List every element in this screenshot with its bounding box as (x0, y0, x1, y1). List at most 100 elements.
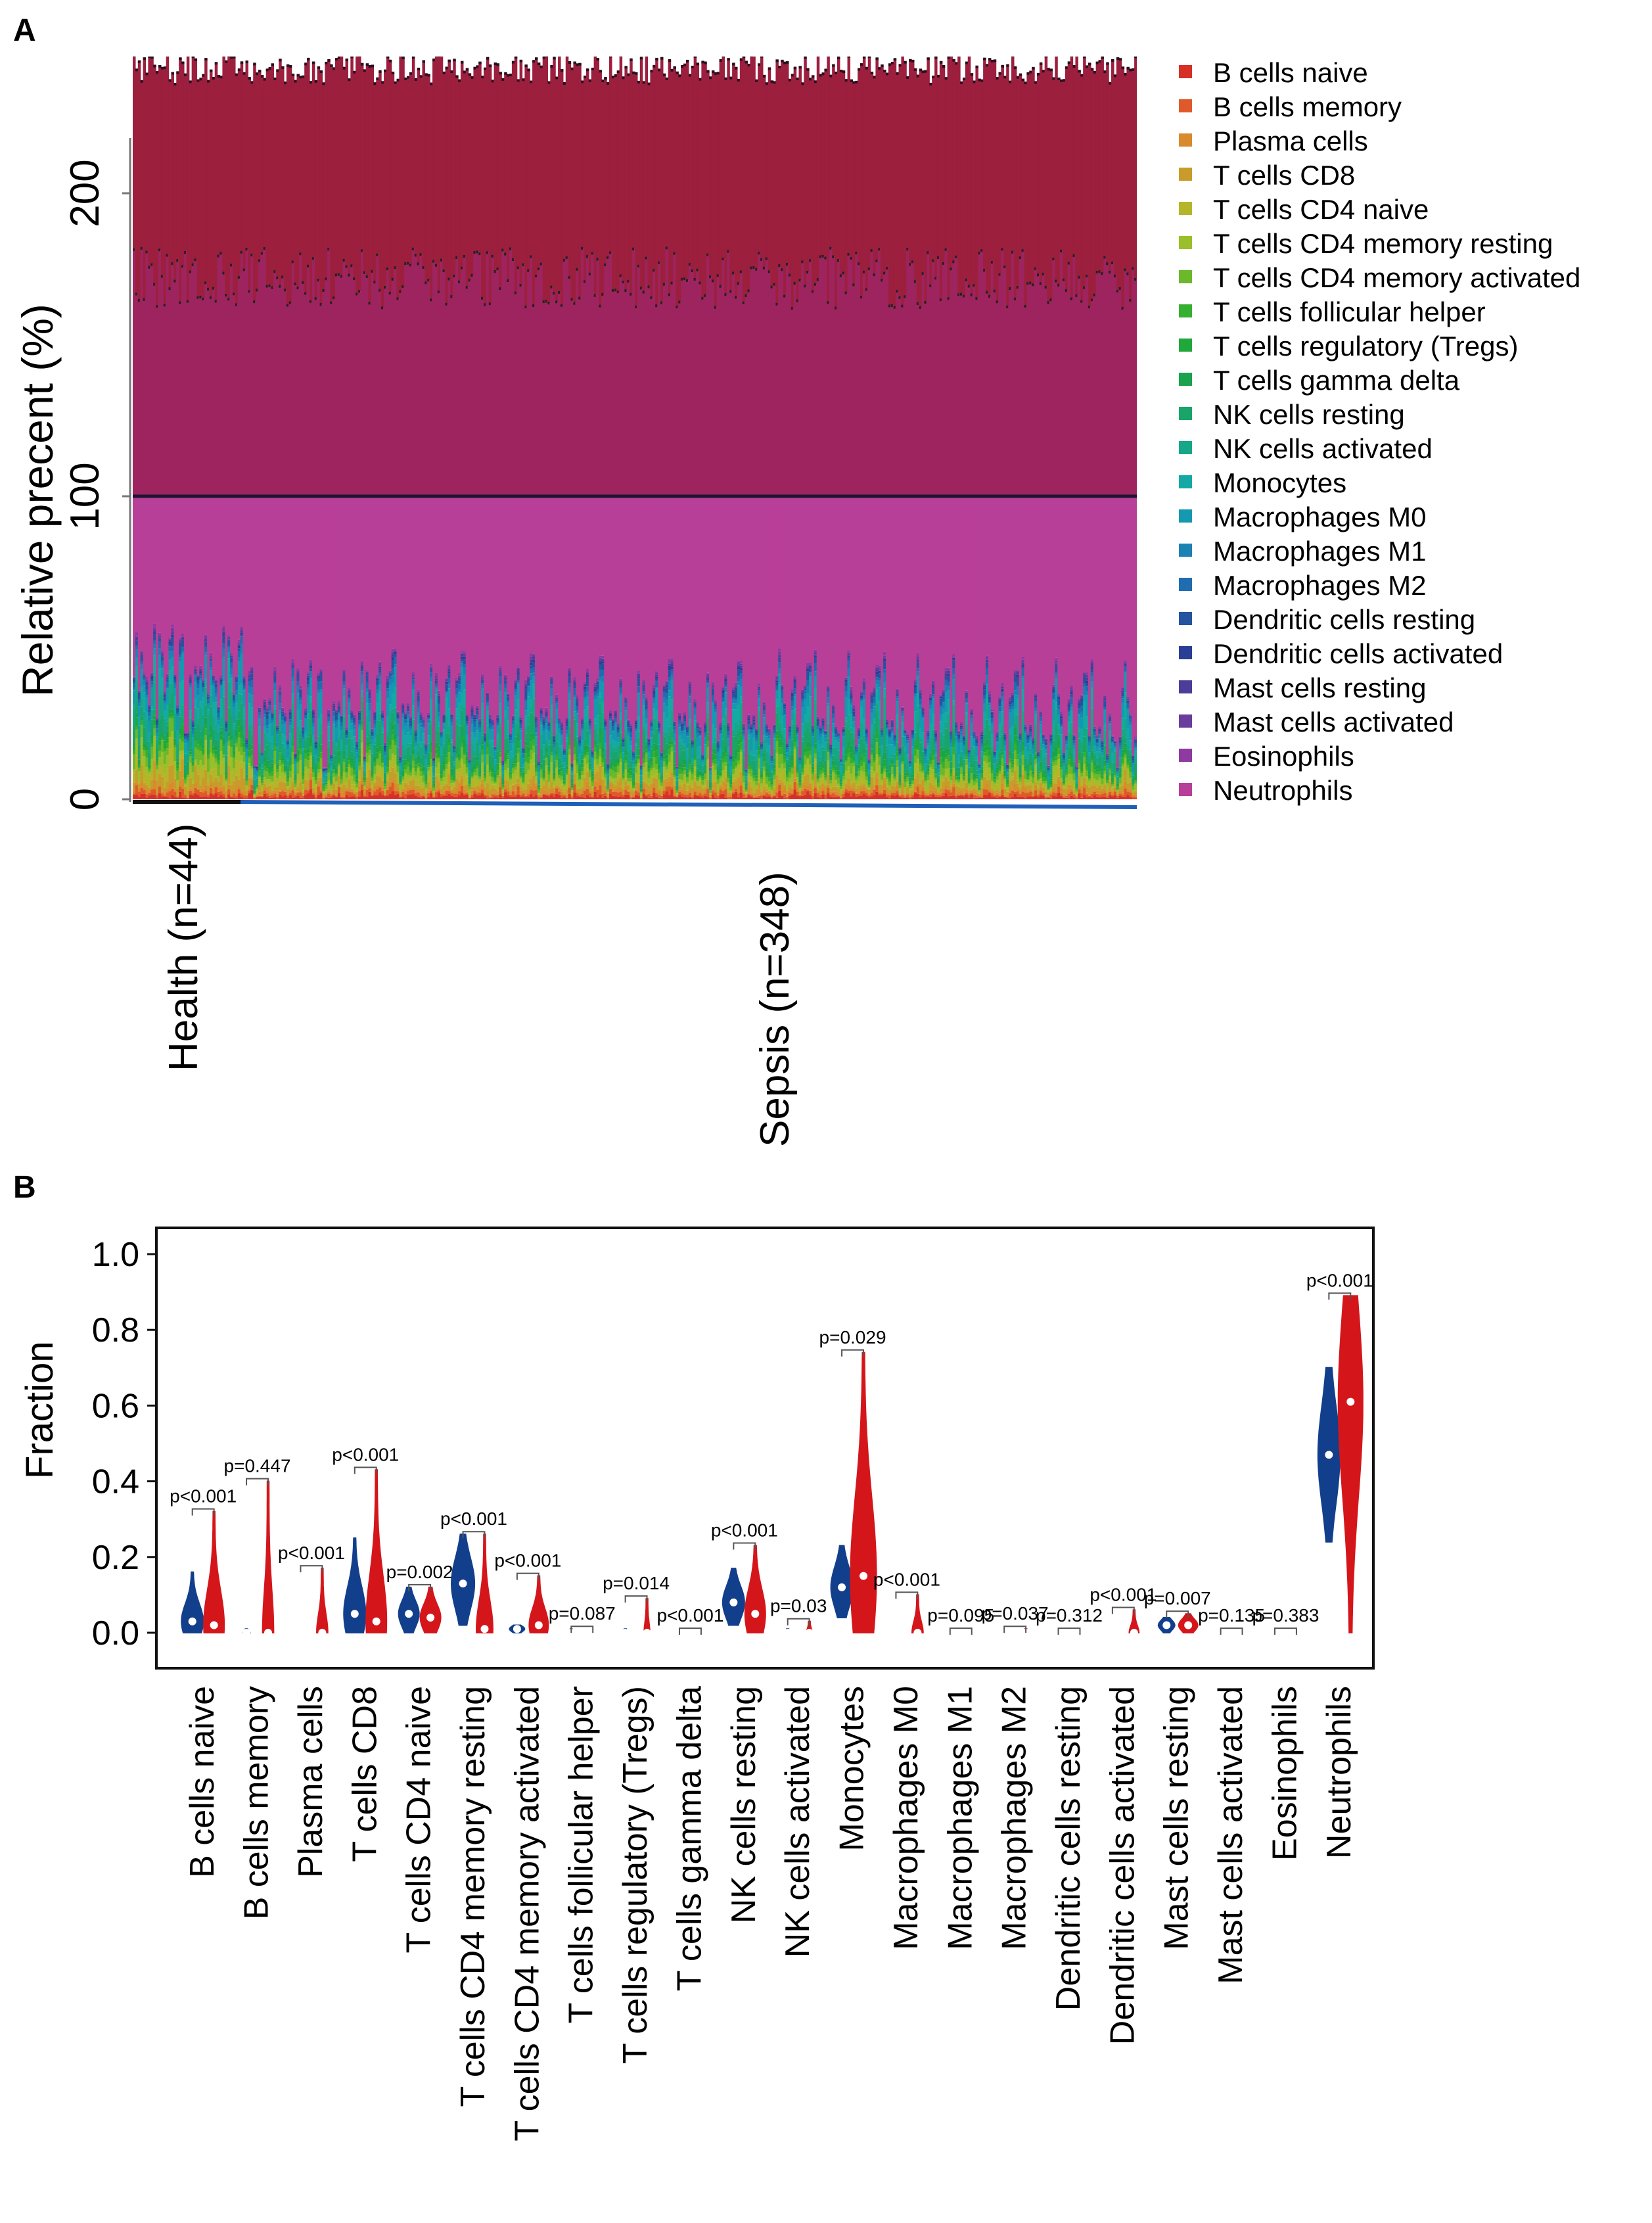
bar-segment (195, 732, 197, 735)
bar-segment (499, 776, 501, 782)
bar-segment (202, 682, 204, 683)
bar-segment (302, 776, 304, 780)
bar-segment (369, 747, 371, 750)
bar-segment (447, 794, 450, 799)
bar-segment (166, 743, 169, 748)
bar-segment (561, 791, 563, 795)
bar-segment (264, 750, 266, 757)
bar-segment (212, 684, 215, 686)
bar-segment-top (424, 74, 427, 283)
bar-segment (281, 711, 284, 713)
bar-segment (264, 780, 266, 783)
bar-segment (563, 793, 566, 795)
bar-segment (233, 781, 235, 790)
bar-segment (225, 775, 227, 778)
bar-segment (481, 789, 484, 793)
bar-segment (356, 784, 358, 787)
bar-segment (371, 736, 374, 739)
bar-segment (586, 672, 589, 675)
bar-segment (396, 713, 399, 714)
bar-segment (458, 753, 461, 757)
bar-segment (509, 775, 512, 778)
bar-segment (218, 782, 220, 787)
bar-segment (161, 655, 164, 657)
bar-segment (315, 771, 317, 774)
bar-segment (486, 783, 489, 791)
bar-segment (343, 772, 346, 782)
bar-cap (389, 60, 392, 62)
bar-segment (440, 731, 443, 732)
bar-segment (192, 719, 195, 720)
bar-segment-upper (527, 271, 530, 496)
sample-bar (133, 55, 135, 799)
bar-segment (369, 688, 371, 690)
bar-segment (601, 661, 604, 664)
bar-segment (273, 746, 276, 751)
bar-segment (335, 750, 338, 768)
bar-segment (404, 790, 407, 794)
bar-segment (333, 755, 335, 764)
bar-cap (204, 58, 207, 60)
bar-segment (210, 696, 212, 707)
bar-segment (292, 783, 294, 789)
bar-segment (145, 797, 148, 799)
bar-segment (246, 780, 248, 781)
bar-segment (158, 655, 161, 668)
bar-segment (233, 707, 235, 723)
bar-segment (561, 722, 563, 724)
bar-segment (145, 745, 148, 748)
bar-segment (543, 781, 545, 784)
bar-segment-upper (515, 293, 517, 496)
bar-segment-upper (243, 269, 246, 496)
bar-segment (256, 793, 258, 795)
bar-segment (235, 715, 238, 720)
bar-segment (558, 791, 561, 795)
bar-segment (141, 721, 143, 725)
bar-segment (363, 758, 366, 759)
bar-segment (469, 770, 471, 772)
bar-segment (187, 778, 189, 784)
bar-segment (584, 697, 586, 699)
bar-segment (499, 684, 501, 691)
bar-dot (458, 281, 460, 283)
bar-segment (317, 678, 320, 682)
bar-cap (307, 58, 310, 60)
bar-cap (497, 63, 499, 66)
bar-dot (402, 285, 403, 288)
bar-cap (461, 61, 463, 64)
bar-segment (220, 751, 223, 762)
bar-segment (169, 718, 172, 737)
bar-segment (276, 797, 279, 799)
bar-segment (573, 681, 576, 682)
bar-segment (356, 798, 358, 799)
bar-segment (517, 669, 520, 672)
bar-segment (241, 797, 243, 799)
bar-segment (438, 496, 440, 691)
bar-segment-top (443, 73, 446, 271)
sample-bar (315, 80, 317, 799)
bar-segment (261, 791, 264, 796)
bar-segment (476, 705, 478, 707)
sample-bar (212, 77, 215, 799)
bar-segment (545, 780, 548, 790)
bar-segment (143, 727, 146, 743)
bar-segment (584, 739, 586, 745)
bar-segment (317, 762, 320, 769)
bar-segment (547, 745, 550, 755)
bar-cap (246, 60, 248, 63)
bar-segment (284, 496, 287, 713)
bar-segment (422, 792, 424, 795)
bar-segment (215, 703, 218, 724)
bar-segment (350, 496, 353, 710)
bar-segment (181, 742, 184, 751)
bar-segment (420, 795, 423, 797)
bar-segment (540, 749, 543, 764)
bar-segment (202, 691, 204, 697)
bar-dot (253, 300, 255, 303)
bar-segment (269, 779, 271, 784)
bar-segment (271, 782, 273, 784)
bar-segment (330, 782, 333, 783)
bar-segment (499, 722, 501, 727)
bar-segment (389, 673, 392, 674)
bar-segment (586, 755, 589, 764)
